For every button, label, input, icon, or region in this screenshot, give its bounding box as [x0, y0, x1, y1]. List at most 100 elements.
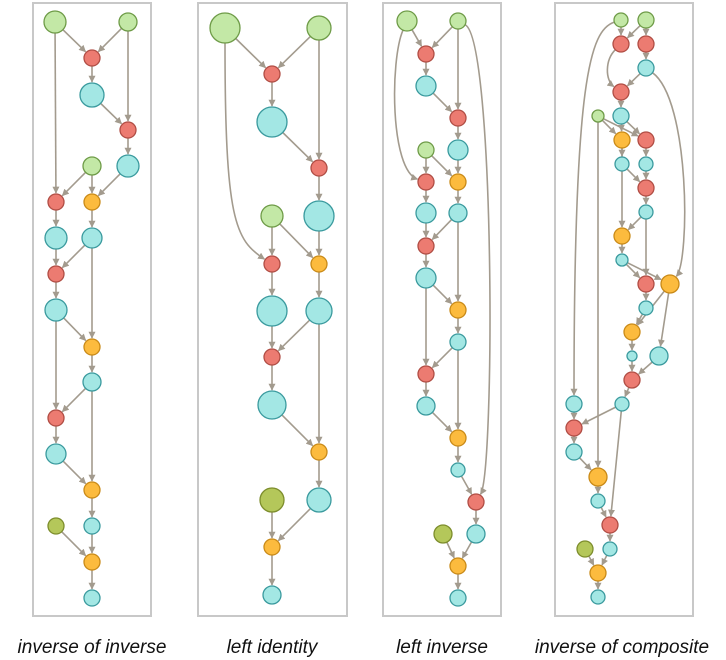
term-node-left-identity-m [257, 390, 287, 420]
term-node-left-inverse-yy [449, 589, 467, 607]
term-node-left-inverse-j [415, 202, 437, 224]
term-node-inverse-of-composite-e [637, 59, 655, 77]
edge-left-identity-b-c [277, 35, 311, 69]
term-node-inverse-of-composite-bb [614, 396, 630, 412]
edge-left-inverse-p-q [431, 347, 453, 369]
edge-inverse-of-composite-ff-gg [600, 506, 607, 518]
hypothesis-node-left-identity-q [259, 487, 285, 513]
edge-inverse-of-composite-bb-cc [581, 406, 617, 425]
edge-inverse-of-inverse-a-c [62, 29, 87, 53]
term-node-inverse-of-inverse-j [44, 226, 68, 250]
edge-left-inverse-w-x [461, 541, 473, 559]
edge-inverse-of-composite-x-z [638, 361, 653, 375]
axiom-node-inverse-of-inverse-a [43, 10, 67, 34]
hypothesis-node-inverse-of-composite-ii [576, 540, 594, 558]
edge-inverse-of-inverse-g-h [61, 171, 87, 197]
term-node-inverse-of-composite-g [612, 107, 630, 125]
term-node-inverse-of-composite-q [615, 253, 629, 267]
edge-inverse-of-inverse-f-i [97, 173, 121, 197]
term-node-left-identity-f [303, 200, 335, 232]
term-node-inverse-of-composite-hh [602, 541, 618, 557]
result-node-inverse-of-composite-jj [589, 564, 607, 582]
edge-inverse-of-composite-e-f [626, 72, 641, 87]
axiom-node-left-identity-b [306, 15, 332, 41]
edge-inverse-of-composite-k-m [626, 168, 641, 183]
result-node-left-inverse-n [449, 301, 467, 319]
result-node-left-inverse-t [449, 429, 467, 447]
edge-left-inverse-k-l [431, 218, 453, 241]
edge-inverse-of-inverse-d-e [100, 102, 123, 125]
caption-left-identity: left identity [227, 637, 319, 658]
rewrite-node-inverse-of-composite-gg [601, 516, 619, 534]
edge-inverse-of-inverse-s-t [62, 460, 87, 485]
term-node-inverse-of-composite-l [638, 156, 654, 172]
edge-left-identity-g-i [279, 223, 314, 259]
edge-inverse-of-inverse-k-l [61, 244, 86, 269]
edge-inverse-of-composite-ii-jj [587, 555, 595, 566]
axiom-node-left-identity-g [260, 204, 284, 228]
edge-left-inverse-a-h [393, 29, 419, 181]
hypothesis-node-left-inverse-z [433, 524, 453, 544]
result-node-inverse-of-composite-t [660, 274, 680, 294]
edge-inverse-of-inverse-m-n [63, 317, 87, 342]
term-node-left-inverse-k [448, 203, 468, 223]
term-node-left-inverse-p [449, 333, 467, 351]
rewrite-node-left-inverse-c [417, 45, 435, 63]
axiom-node-left-inverse-b [449, 12, 467, 30]
term-node-inverse-of-composite-kk [590, 589, 606, 605]
term-node-left-inverse-s [416, 396, 436, 416]
rewrite-node-inverse-of-inverse-c [83, 49, 101, 67]
rewrite-node-left-identity-c [263, 65, 281, 83]
result-node-inverse-of-inverse-w [83, 553, 101, 571]
term-node-left-inverse-w [466, 524, 486, 544]
axiom-node-left-inverse-g [417, 141, 435, 159]
edge-inverse-of-composite-h-i [601, 119, 617, 135]
term-node-inverse-of-inverse-u [83, 517, 101, 535]
edge-inverse-of-inverse-a-h [52, 32, 60, 194]
edge-inverse-of-inverse-b-c [97, 27, 123, 53]
result-node-left-identity-i [310, 255, 328, 273]
term-node-inverse-of-inverse-k [81, 227, 103, 249]
rewrite-node-inverse-of-composite-z [623, 371, 641, 389]
caption-left-inverse: left inverse [396, 637, 488, 658]
term-node-inverse-of-composite-n [638, 204, 654, 220]
axiom-node-inverse-of-composite-a [613, 12, 629, 28]
term-node-inverse-of-composite-dd [565, 443, 583, 461]
axiom-node-inverse-of-composite-h [591, 109, 605, 123]
term-node-left-identity-p [306, 487, 332, 513]
edge-inverse-of-composite-q-t [627, 261, 662, 281]
term-node-inverse-of-composite-ff [590, 493, 606, 509]
rewrite-node-left-inverse-h [417, 173, 435, 191]
term-node-inverse-of-inverse-d [79, 82, 105, 108]
rewrite-node-inverse-of-composite-s [637, 275, 655, 293]
edge-inverse-of-composite-e-t [651, 72, 686, 277]
axiom-node-inverse-of-inverse-b [118, 12, 138, 32]
term-node-inverse-of-inverse-x [83, 589, 101, 607]
rewrite-node-left-inverse-l [417, 237, 435, 255]
edge-left-inverse-u-v [460, 475, 473, 495]
term-node-left-inverse-u [450, 462, 466, 478]
term-node-left-identity-t [262, 585, 282, 605]
rewrite-node-inverse-of-composite-d [637, 35, 655, 53]
edge-left-identity-p-s [277, 507, 312, 542]
result-node-left-identity-n [310, 443, 328, 461]
term-node-inverse-of-composite-x [649, 346, 669, 366]
rewrite-node-inverse-of-inverse-e [119, 121, 137, 139]
edge-inverse-of-composite-dd-ee [578, 457, 592, 471]
axiom-node-inverse-of-inverse-g [82, 156, 102, 176]
rewrite-node-inverse-of-inverse-h [47, 193, 65, 211]
hypothesis-node-inverse-of-inverse-v [47, 517, 65, 535]
result-node-inverse-of-composite-v [623, 323, 641, 341]
term-node-inverse-of-inverse-f [116, 154, 140, 178]
axiom-node-left-identity-a [209, 12, 241, 44]
edge-inverse-of-composite-h-j [603, 117, 639, 137]
edge-left-inverse-s-t [431, 411, 453, 433]
rewrite-node-left-inverse-q [417, 365, 435, 383]
edge-left-inverse-g-i [431, 155, 453, 177]
edge-inverse-of-composite-t-x [658, 292, 670, 347]
term-node-inverse-of-composite-u [638, 300, 654, 316]
result-node-inverse-of-composite-ee [588, 467, 608, 487]
edge-inverse-of-inverse-p-q [61, 387, 87, 413]
term-node-inverse-of-inverse-m [44, 298, 68, 322]
